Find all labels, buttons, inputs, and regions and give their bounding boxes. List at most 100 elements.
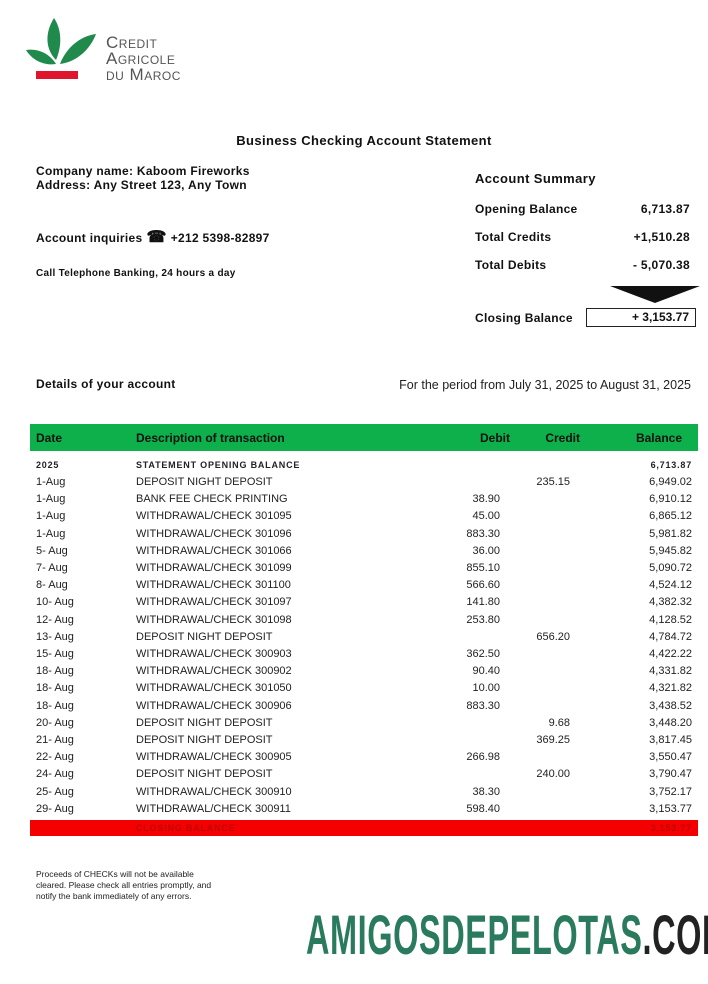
watermark-suffix: .COM <box>642 903 708 966</box>
row-balance: 4,321.82 <box>649 682 692 695</box>
table-row: 1-Aug WITHDRAWAL/CHECK 301096 883.30 5,981.… <box>30 526 698 543</box>
row-date: 13- Aug <box>36 630 74 643</box>
closing-row-balance: 3,153.77 <box>650 823 692 833</box>
row-description: WITHDRAWAL/CHECK 300902 <box>136 665 292 678</box>
phone-number: +212 5398-82897 <box>170 231 270 245</box>
table-row: 10- Aug WITHDRAWAL/CHECK 301097 141.80 4,38… <box>30 594 698 611</box>
row-description: WITHDRAWAL/CHECK 300911 <box>136 802 291 815</box>
table-row: 8- Aug WITHDRAWAL/CHECK 301100 566.60 4,524… <box>30 577 698 594</box>
row-debit: 253.80 <box>466 613 500 626</box>
row-balance: 4,382.32 <box>649 596 692 609</box>
row-description: DEPOSIT NIGHT DEPOSIT <box>136 734 273 746</box>
note-line: Proceeds of CHECKs will not be available <box>36 869 194 879</box>
row-description: WITHDRAWAL/CHECK 301050 <box>136 682 292 695</box>
opening-label: Opening Balance <box>475 202 578 216</box>
table-row: 29- Aug WITHDRAWAL/CHECK 300911 598.40 3,15… <box>30 801 698 818</box>
row-balance: 3,153.77 <box>649 802 692 815</box>
row-date: 1-Aug <box>36 527 66 540</box>
header-date: Date <box>36 431 63 445</box>
table-row: 15- Aug WITHDRAWAL/CHECK 300903 362.50 4,42… <box>30 646 698 663</box>
row-date: 1-Aug <box>36 476 66 488</box>
closing-row-label: CLOSING BALANCE <box>136 823 236 833</box>
row-description: DEPOSIT NIGHT DEPOSIT <box>136 476 273 488</box>
table-row: 21- Aug DEPOSIT NIGHT DEPOSIT 369.25 3,817.… <box>30 732 698 749</box>
statement-period: For the period from July 31, 2025 to Aug… <box>399 378 691 392</box>
row-balance: 5,945.82 <box>649 544 692 557</box>
row-debit: 36.00 <box>472 544 500 557</box>
row-date: 18- Aug <box>36 699 74 712</box>
row-date: 24- Aug <box>36 768 74 781</box>
table-row: 18- Aug WITHDRAWAL/CHECK 301050 10.00 4,321… <box>30 680 698 697</box>
row-date: 29- Aug <box>36 802 74 815</box>
row-date: 21- Aug <box>36 734 74 746</box>
closing-balance-box: + 3,153.77 <box>586 308 696 327</box>
table-row: 20- Aug DEPOSIT NIGHT DEPOSIT 9.68 3,448.20 <box>30 715 698 732</box>
logo <box>26 16 106 87</box>
table-row: 22- Aug WITHDRAWAL/CHECK 300905 266.98 3,55… <box>30 749 698 766</box>
row-date: 18- Aug <box>36 682 74 695</box>
table-row: 18- Aug WITHDRAWAL/CHECK 300906 883.30 3,43… <box>30 698 698 715</box>
watermark-main: AMIGOSDEPELOTAS <box>306 903 643 966</box>
row-date: 5- Aug <box>36 544 68 557</box>
row-balance: 6,713.87 <box>650 460 692 470</box>
row-date: 22- Aug <box>36 751 74 764</box>
row-description: STATEMENT OPENING BALANCE <box>136 460 301 470</box>
debits-label: Total Debits <box>475 258 547 272</box>
brand-name: Credit Agricole du Maroc <box>106 34 181 83</box>
closing-label: Closing Balance <box>475 311 573 325</box>
row-description: WITHDRAWAL/CHECK 301099 <box>136 562 292 574</box>
table-row: 1-Aug WITHDRAWAL/CHECK 301095 45.00 6,865.1… <box>30 508 698 525</box>
row-balance: 6,865.12 <box>649 510 692 523</box>
row-balance: 6,910.12 <box>649 493 692 506</box>
table-row: 1-Aug BANK FEE CHECK PRINTING 38.90 6,910.1… <box>30 491 698 508</box>
row-balance: 3,448.20 <box>649 716 692 729</box>
row-debit: 266.98 <box>466 751 500 764</box>
row-debit: 598.40 <box>466 802 500 815</box>
footer-note: Proceeds of CHECKs will not be available… <box>36 869 256 902</box>
summary-opening: Opening Balance 6,713.87 <box>475 202 690 216</box>
credits-label: Total Credits <box>475 230 552 244</box>
row-debit: 855.10 <box>466 562 500 574</box>
header-balance: Balance <box>635 431 682 445</box>
row-description: WITHDRAWAL/CHECK 301096 <box>136 527 292 540</box>
header-description: Description of transaction <box>136 431 285 445</box>
row-description: WITHDRAWAL/CHECK 300910 <box>136 785 292 798</box>
header-debit: Debit <box>480 431 510 445</box>
row-date: 2025 <box>36 460 60 470</box>
account-inquiries: Account inquiries ☎ +212 5398-82897 <box>36 230 270 246</box>
summary-debits: Total Debits - 5,070.38 <box>475 258 690 272</box>
row-credit: 235.15 <box>536 476 570 488</box>
row-balance: 3,752.17 <box>649 785 692 798</box>
row-balance: 4,524.12 <box>649 579 692 592</box>
row-credit: 656.20 <box>536 630 570 643</box>
table-row: 13- Aug DEPOSIT NIGHT DEPOSIT 656.20 4,784.… <box>30 629 698 646</box>
debits-value: - 5,070.38 <box>632 258 690 272</box>
row-description: WITHDRAWAL/CHECK 300903 <box>136 648 292 660</box>
row-description: WITHDRAWAL/CHECK 300905 <box>136 751 292 764</box>
note-line: notify the bank immediately of any error… <box>36 891 192 901</box>
row-description: WITHDRAWAL/CHECK 301066 <box>136 544 292 557</box>
row-credit: 9.68 <box>548 716 570 729</box>
note-line: cleared. Please check all entries prompt… <box>36 880 212 890</box>
row-description: WITHDRAWAL/CHECK 301098 <box>136 613 292 626</box>
row-date: 1-Aug <box>36 493 66 506</box>
row-date: 8- Aug <box>36 579 68 592</box>
row-balance: 4,128.52 <box>649 613 692 626</box>
table-row: 25- Aug WITHDRAWAL/CHECK 300910 38.30 3,752… <box>30 784 698 801</box>
row-debit: 362.50 <box>466 648 500 660</box>
row-description: WITHDRAWAL/CHECK 300906 <box>136 699 292 712</box>
row-debit: 38.90 <box>472 493 500 506</box>
row-debit: 883.30 <box>466 527 500 540</box>
row-debit: 45.00 <box>472 510 500 523</box>
table-row: 7- Aug WITHDRAWAL/CHECK 301099 855.10 5,090… <box>30 560 698 577</box>
row-description: DEPOSIT NIGHT DEPOSIT <box>136 768 273 781</box>
row-description: DEPOSIT NIGHT DEPOSIT <box>136 630 273 643</box>
statement-title: Business Checking Account Statement <box>236 133 492 148</box>
leaf-logo-icon <box>26 18 96 79</box>
table-header: Date Description of transaction Debit Cr… <box>30 424 698 451</box>
row-balance: 3,790.47 <box>649 768 692 781</box>
opening-balance-row: 2025 STATEMENT OPENING BALANCE 6,713.87 <box>30 457 698 474</box>
row-debit: 883.30 <box>466 699 500 712</box>
company-name: Company name: Kaboom Fireworks <box>36 164 250 178</box>
row-balance: 4,331.82 <box>649 665 692 678</box>
